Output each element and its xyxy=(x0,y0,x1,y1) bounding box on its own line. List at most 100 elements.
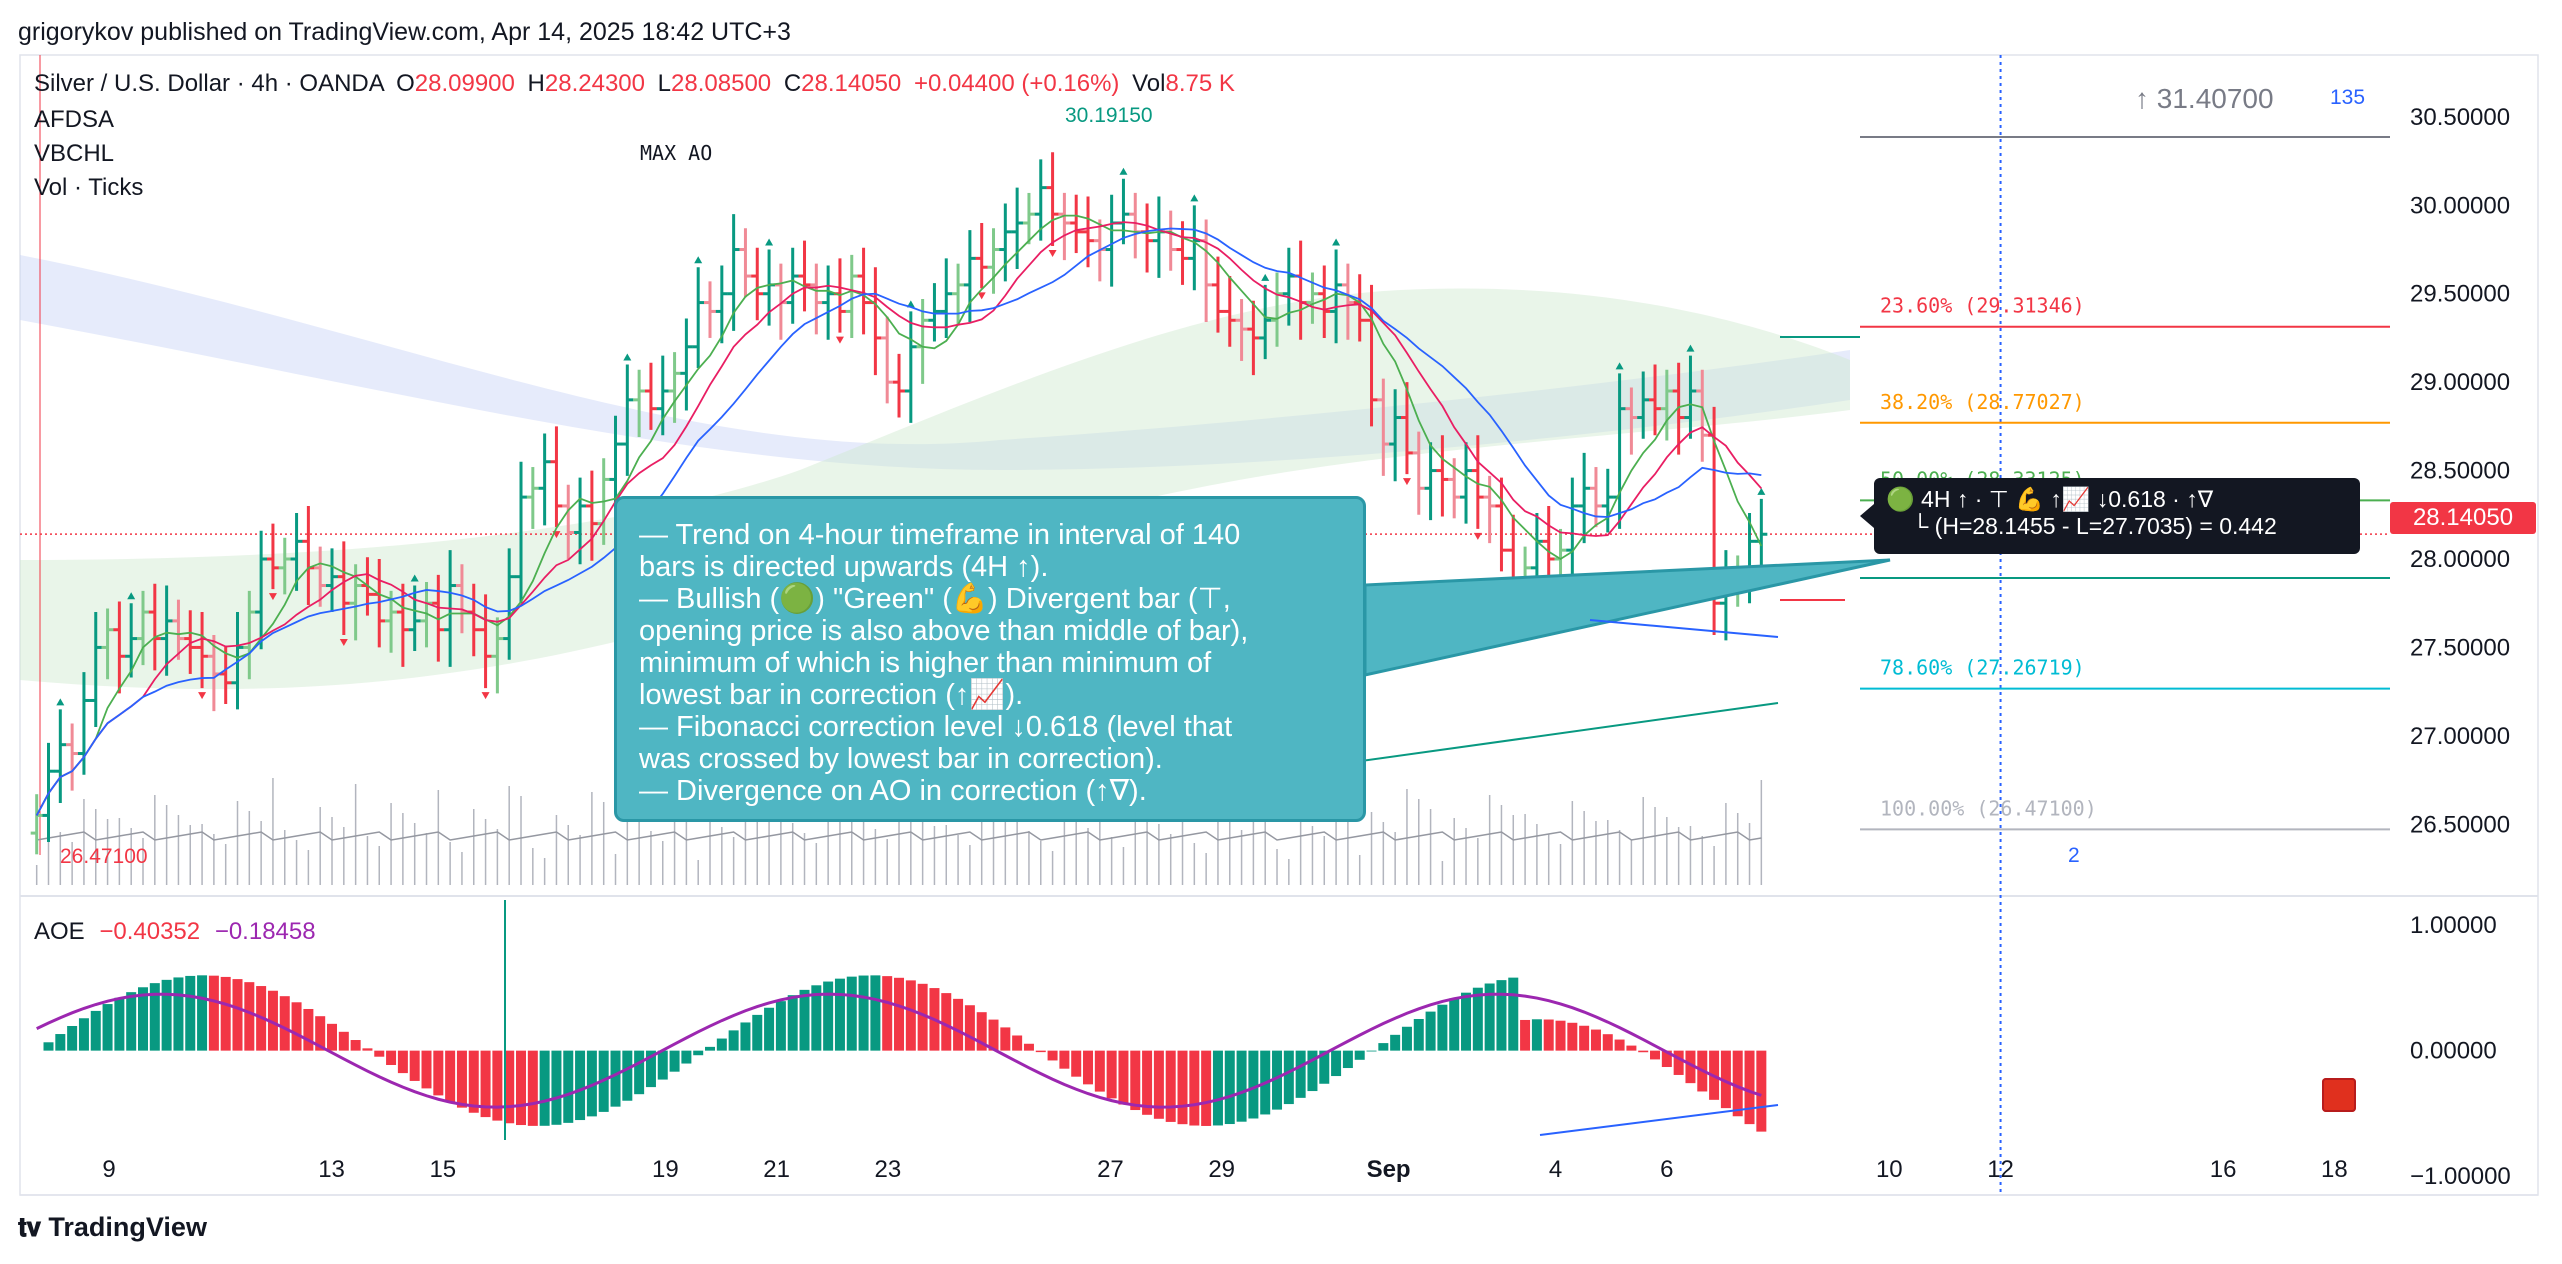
ao-histogram-bar xyxy=(1543,1019,1554,1051)
ao-histogram-bar xyxy=(1035,1050,1046,1053)
ao-histogram-bar xyxy=(1626,1045,1637,1051)
ao-value-2: −0.18458 xyxy=(214,918,316,945)
ao-histogram-bar xyxy=(291,1002,302,1051)
ao-histogram-bar xyxy=(527,1050,538,1126)
ao-histogram-bar xyxy=(1212,1050,1223,1126)
ao-histogram-bar xyxy=(1248,1050,1259,1119)
volume-label: Vol xyxy=(1132,70,1166,97)
high-label: H xyxy=(527,70,545,97)
ao-histogram-bar xyxy=(362,1048,373,1051)
ao-histogram-bar xyxy=(197,975,208,1051)
ao-histogram-bar xyxy=(327,1023,338,1051)
analysis-callout[interactable]: — Trend on 4-hour timeframe in interval … xyxy=(614,496,1366,822)
ao-histogram-bar xyxy=(1720,1050,1731,1109)
fractal-down-marker xyxy=(835,336,844,344)
ao-histogram-bar xyxy=(693,1050,704,1056)
tradingview-logo[interactable]: 𝐭𝐯 TradingView xyxy=(18,1212,207,1244)
ao-histogram-bar xyxy=(1661,1050,1672,1068)
callout-line: — Divergence on AO in correction (↑∇). xyxy=(639,775,1147,807)
time-axis-tick: 21 xyxy=(763,1156,790,1183)
time-axis-tick: 23 xyxy=(875,1156,902,1183)
ao-axis-tick: 0.00000 xyxy=(2410,1038,2497,1065)
symbol-name: Silver / U.S. Dollar · 4h · OANDA xyxy=(34,70,384,97)
time-axis-tick: 29 xyxy=(1208,1156,1235,1183)
ao-histogram-bar xyxy=(1142,1050,1153,1115)
ao-histogram-bar xyxy=(882,976,893,1051)
ao-histogram-bar xyxy=(102,1004,113,1051)
callout-line: minimum of which is higher than minimum … xyxy=(639,647,1212,679)
ao-histogram-bar xyxy=(858,975,869,1051)
ao-histogram-bar xyxy=(114,997,125,1051)
cloud-band-blue xyxy=(20,255,1850,470)
fractal-up-marker xyxy=(765,238,774,246)
ao-histogram-bar xyxy=(244,982,255,1051)
ao-histogram-bar xyxy=(126,992,137,1051)
fractal-down-marker xyxy=(198,692,207,700)
current-price-tag: 28.14050 xyxy=(2390,502,2536,534)
ao-histogram-bar xyxy=(350,1040,361,1051)
ao-histogram-bar xyxy=(1047,1050,1058,1061)
bottom-count-label: 2 xyxy=(2068,844,2080,867)
ao-histogram-bar xyxy=(374,1050,385,1057)
time-axis-tick: Sep xyxy=(1367,1156,1411,1183)
ao-histogram-bar xyxy=(976,1012,987,1051)
ao-histogram-bar xyxy=(1272,1050,1283,1110)
callout-line: — Trend on 4-hour timeframe in interval … xyxy=(639,519,1241,551)
ao-legend[interactable]: AOE −0.40352 −0.18458 xyxy=(34,918,316,946)
ao-histogram-bar xyxy=(386,1050,397,1065)
price-axis-tick: 29.00000 xyxy=(2410,369,2510,396)
volume-ma-line xyxy=(36,831,1762,841)
close-value: 28.14050 xyxy=(801,70,902,97)
ao-histogram-bar xyxy=(78,1018,89,1051)
ao-histogram-bar xyxy=(468,1050,479,1113)
ao-histogram-bar xyxy=(185,975,196,1051)
price-divergence-arrow xyxy=(1589,619,1779,638)
change-value: +0.04400 (+0.16%) xyxy=(913,70,1120,97)
high-value: 28.24300 xyxy=(544,70,645,97)
signal-label-box[interactable]: 🟢 4H ↑ · ⊤ 💪 ↑📈 ↓0.618 · ↑∇ └ (H=28.1455… xyxy=(1860,478,2360,554)
ao-histogram-bar xyxy=(43,1042,54,1051)
ao-histogram-bar xyxy=(894,977,905,1051)
ao-histogram-bar xyxy=(775,1001,786,1051)
ao-histogram-bar xyxy=(173,977,184,1051)
ao-histogram-bar xyxy=(823,981,834,1051)
fractal-down-marker xyxy=(268,593,277,601)
ao-histogram-bar xyxy=(1331,1050,1342,1077)
ao-histogram-bar xyxy=(705,1046,716,1051)
top-value-label: ↑ 31.40700 xyxy=(2135,83,2274,114)
ao-histogram-bar xyxy=(1378,1043,1389,1051)
ao-histogram-bar xyxy=(1000,1027,1011,1051)
symbol-legend[interactable]: Silver / U.S. Dollar · 4h · OANDA O28.09… xyxy=(34,70,1235,98)
callout-line: bars is directed upwards (4H ↑). xyxy=(639,551,1049,583)
fib-level-label: 38.20% (28.77027) xyxy=(1880,390,2085,414)
indicator-vol-ticks[interactable]: Vol · Ticks xyxy=(34,174,144,201)
callout-pointer xyxy=(1363,558,1891,677)
ao-histogram-bar xyxy=(149,983,160,1051)
ao-histogram-bar xyxy=(220,976,231,1051)
time-axis-tick: 9 xyxy=(102,1156,115,1183)
ao-histogram-bar xyxy=(433,1050,444,1096)
ao-histogram-bar xyxy=(267,990,278,1051)
ao-histogram-bar xyxy=(1744,1050,1755,1125)
price-axis-tick: 30.00000 xyxy=(2410,192,2510,219)
ao-histogram-bar xyxy=(1413,1018,1424,1051)
ao-histogram-bar xyxy=(787,995,798,1051)
ao-histogram-bar xyxy=(551,1050,562,1125)
ao-histogram-bar xyxy=(1319,1050,1330,1084)
sell-signal-icon[interactable] xyxy=(2322,1078,2356,1112)
ao-histogram-bar xyxy=(1354,1050,1365,1060)
ao-histogram-bar xyxy=(1366,1050,1377,1052)
low-price-label: 26.47100 xyxy=(60,845,148,868)
fractal-up-marker xyxy=(56,698,65,706)
ao-histogram-bar xyxy=(799,989,810,1051)
close-label: C xyxy=(783,70,802,97)
ao-histogram-bar xyxy=(1071,1050,1082,1077)
indicator-vbchl[interactable]: VBCHL xyxy=(34,140,115,167)
ao-histogram-bar xyxy=(516,1050,527,1126)
ao-histogram-bar xyxy=(586,1050,597,1117)
fib-level-label: 100.00% (26.47100) xyxy=(1880,796,2097,820)
ao-histogram-bar xyxy=(716,1038,727,1051)
indicator-afdsa[interactable]: AFDSA xyxy=(34,106,115,133)
ao-histogram-bar xyxy=(1685,1050,1696,1084)
